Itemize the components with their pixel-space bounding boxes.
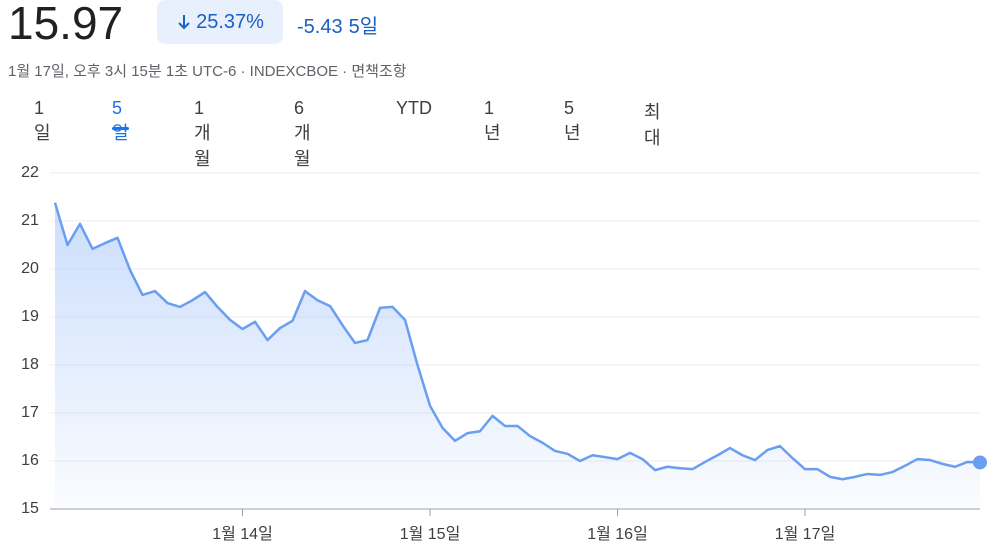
range-tab[interactable]: 1개월 <box>194 98 211 169</box>
x-tick-label: 1월 15일 <box>400 525 461 543</box>
last-point <box>973 455 987 470</box>
area <box>55 202 980 509</box>
price: 15.97 <box>8 0 124 49</box>
range-tab[interactable]: 6개월 <box>294 98 311 169</box>
line <box>53 202 981 481</box>
x-tick-label: 1월 14일 <box>212 525 273 543</box>
y-tick-label: 20 <box>21 260 39 277</box>
change: -5.43 5일 <box>297 10 378 39</box>
change-value: -5.43 <box>297 16 343 38</box>
range-tab[interactable]: 1년 <box>484 98 501 143</box>
down-arrow <box>178 15 190 30</box>
subtitle: 1월 17일, 오후 3시 15분 1초 UTC-6 · INDEXCBOE ·… <box>8 63 407 80</box>
x-tick-label: 1월 16일 <box>587 525 648 543</box>
y-tick-label: 21 <box>21 212 39 229</box>
y-tick-label: 19 <box>21 308 39 325</box>
range-tab[interactable]: YTD <box>396 98 432 118</box>
y-tick-label: 16 <box>21 452 39 469</box>
y-tick-label: 17 <box>21 404 39 421</box>
range-tab[interactable]: 최대 <box>644 102 661 148</box>
change-badge: 25.37% <box>157 0 283 44</box>
range-tab[interactable]: 5년 <box>564 98 581 143</box>
range-tab[interactable]: 5일 <box>108 98 133 143</box>
change-period: 5일 <box>348 16 379 38</box>
range-tab[interactable]: 1일 <box>34 98 51 143</box>
y-tick-label: 18 <box>21 356 39 373</box>
change-percent: 25.37% <box>196 10 264 33</box>
y-tick-label: 22 <box>21 164 39 181</box>
y-tick-label: 15 <box>21 500 39 517</box>
x-tick-label: 1월 17일 <box>775 525 836 543</box>
